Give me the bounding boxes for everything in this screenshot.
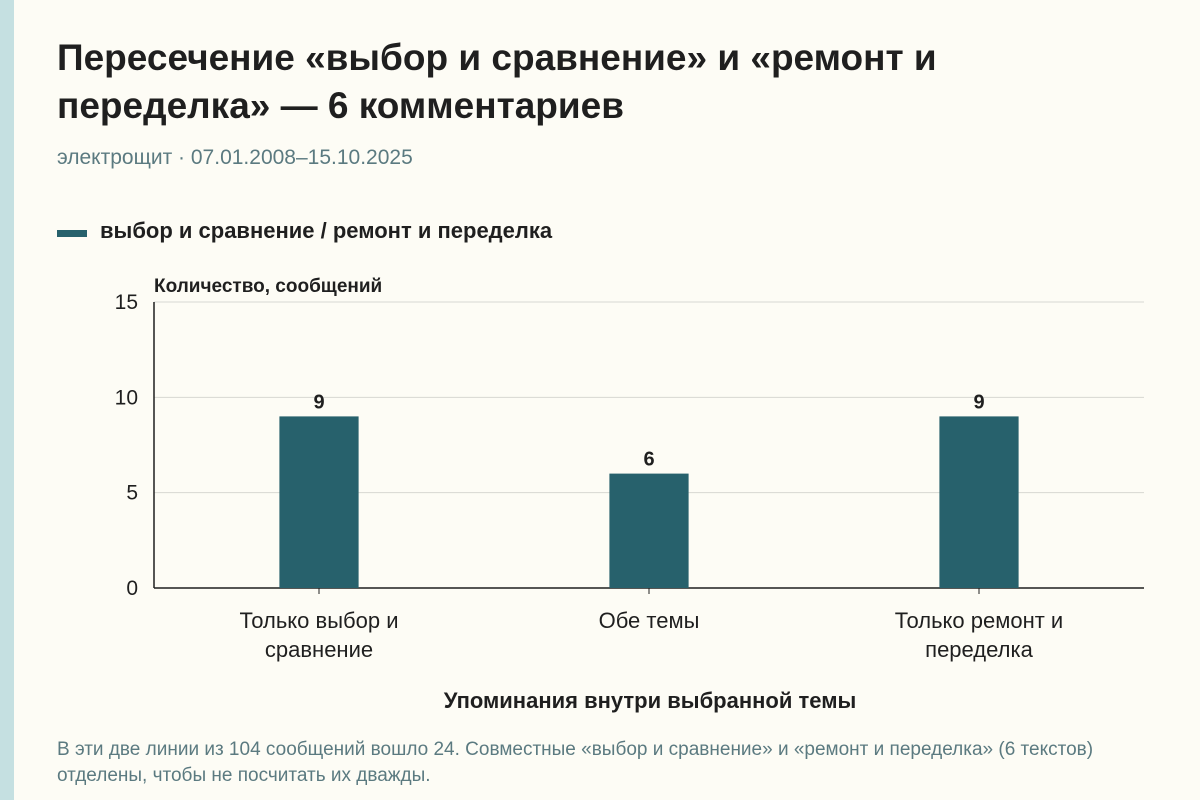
chart-subtitle: электрощит · 07.01.2008–15.10.2025 [57, 146, 413, 169]
y-tick-label: 5 [126, 482, 138, 505]
x-tick-label: Обе темы [599, 608, 700, 633]
bar-layer [279, 416, 1019, 588]
x-axis-title: Упоминания внутри выбранной темы [444, 688, 857, 713]
bar [939, 416, 1019, 588]
data-label: 9 [313, 391, 324, 413]
data-label: 6 [643, 449, 654, 471]
x-tick-label: Только выбор и [240, 608, 399, 633]
bar [609, 473, 689, 588]
y-axis-title: Количество, сообщений [154, 276, 382, 297]
chart-title: Пересечение «выбор и сравнение» и «ремон… [57, 37, 937, 126]
legend-swatch [57, 229, 87, 237]
y-tick-label: 15 [115, 291, 138, 314]
label-layer: 0 5 10 15 9 Только выбор и сравнение 6 Обе темы 9… [115, 291, 1064, 662]
bar-chart: 0 5 10 15 9 Только выбор и сравнение 6 Обе темы 9… [115, 276, 1144, 713]
y-tick-label: 10 [115, 386, 138, 409]
x-tick-label: Только ремонт и [895, 608, 1063, 633]
bar [279, 416, 359, 588]
x-tick-label: сравнение [265, 637, 373, 662]
data-label: 9 [973, 391, 984, 413]
legend-label: выбор и сравнение / ремонт и переделка [100, 218, 553, 243]
accent-stripe [0, 0, 14, 800]
legend: выбор и сравнение / ремонт и переделка [57, 218, 552, 244]
y-tick-label: 0 [126, 577, 138, 600]
footnote: В эти две линии из 104 сообщений вошло 2… [57, 739, 1094, 786]
x-tick-label: переделка [925, 637, 1033, 662]
